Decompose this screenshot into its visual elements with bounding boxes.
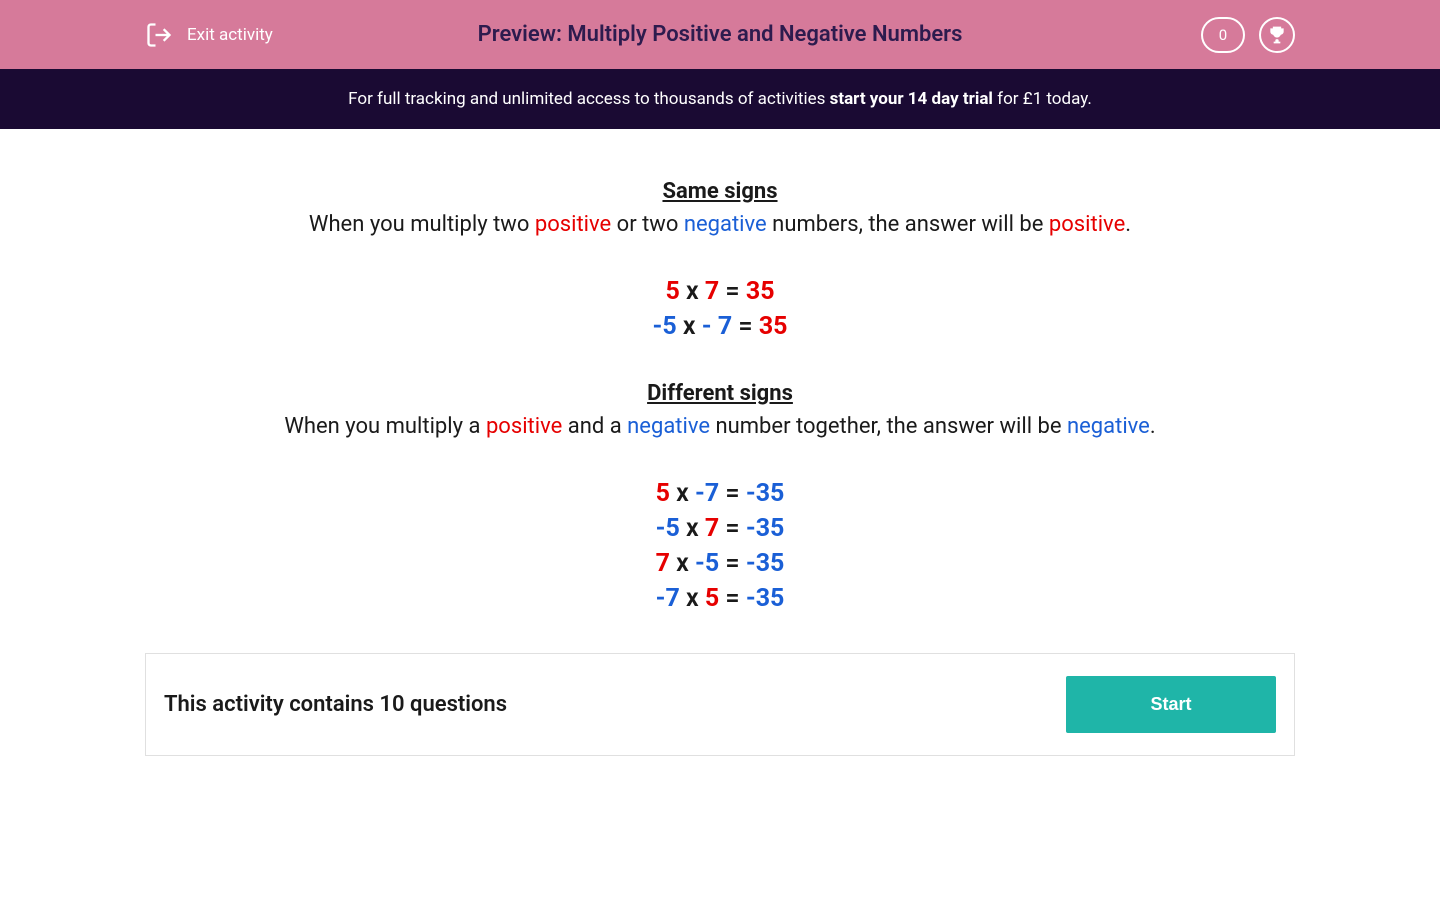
text-part: or two (611, 212, 684, 237)
trophy-badge[interactable] (1259, 17, 1295, 53)
negative-word: negative (627, 414, 710, 439)
operand: 5 (705, 584, 719, 613)
score-badge[interactable]: 0 (1201, 17, 1245, 53)
promo-bold: start your 14 day trial (830, 89, 993, 109)
different-signs-title: Different signs (145, 381, 1295, 406)
page-title: Preview: Multiply Positive and Negative … (478, 22, 963, 47)
negative-word: negative (1067, 414, 1150, 439)
text-part: and a (562, 414, 627, 439)
result: -35 (746, 479, 785, 508)
equation: -5 x - 7 = 35 (145, 312, 1295, 341)
operator: x (680, 277, 705, 306)
equation: -7 x 5 = -35 (145, 584, 1295, 613)
promo-suffix: for £1 today. (993, 89, 1092, 109)
negative-word: negative (684, 212, 767, 237)
activity-bar: This activity contains 10 questions Star… (145, 653, 1295, 756)
operand: -5 (656, 514, 680, 543)
operand: -7 (656, 584, 680, 613)
result: 35 (746, 277, 775, 306)
operand: 7 (705, 277, 719, 306)
equals: = (719, 549, 746, 578)
same-signs-text: When you multiply two positive or two ne… (145, 212, 1295, 237)
positive-word: positive (486, 414, 562, 439)
exit-activity-button[interactable]: Exit activity (145, 21, 273, 49)
positive-word: positive (535, 212, 611, 237)
operand: 5 (656, 479, 670, 508)
exit-activity-label: Exit activity (187, 25, 273, 45)
start-button[interactable]: Start (1066, 676, 1276, 733)
equation: 5 x 7 = 35 (145, 277, 1295, 306)
positive-word: positive (1049, 212, 1125, 237)
text-part: numbers, the answer will be (767, 212, 1049, 237)
same-signs-equations: 5 x 7 = 35-5 x - 7 = 35 (145, 277, 1295, 341)
different-signs-equations: 5 x -7 = -35-5 x 7 = -357 x -5 = -35-7 x… (145, 479, 1295, 613)
operand: 5 (665, 277, 679, 306)
equals: = (719, 514, 746, 543)
content: Same signs When you multiply two positiv… (0, 129, 1440, 756)
header: Exit activity Preview: Multiply Positive… (0, 0, 1440, 69)
score-value: 0 (1219, 26, 1227, 44)
operator: x (677, 312, 702, 341)
result: -35 (746, 584, 785, 613)
operator: x (680, 584, 705, 613)
text-part: When you multiply a (284, 414, 486, 439)
equals: = (719, 584, 746, 613)
header-right: 0 (1201, 17, 1295, 53)
text-part: . (1125, 212, 1131, 237)
equation: -5 x 7 = -35 (145, 514, 1295, 543)
trophy-icon (1267, 25, 1287, 45)
text-part: . (1150, 414, 1156, 439)
different-signs-text: When you multiply a positive and a negat… (145, 414, 1295, 439)
result: -35 (746, 549, 785, 578)
equation: 7 x -5 = -35 (145, 549, 1295, 578)
equals: = (732, 312, 759, 341)
equation: 5 x -7 = -35 (145, 479, 1295, 508)
text-part: When you multiply two (309, 212, 535, 237)
result: -35 (746, 514, 785, 543)
same-signs-title: Same signs (145, 179, 1295, 204)
operand: 7 (705, 514, 719, 543)
operand: -7 (695, 479, 719, 508)
activity-text: This activity contains 10 questions (164, 692, 507, 717)
result: 35 (759, 312, 788, 341)
equals: = (719, 479, 746, 508)
operand: - 7 (702, 312, 732, 341)
text-part: number together, the answer will be (710, 414, 1067, 439)
operand: 7 (656, 549, 670, 578)
operator: x (680, 514, 705, 543)
operator: x (670, 549, 695, 578)
operator: x (670, 479, 695, 508)
operand: -5 (652, 312, 676, 341)
promo-banner[interactable]: For full tracking and unlimited access t… (0, 69, 1440, 129)
equals: = (719, 277, 746, 306)
exit-icon (145, 21, 173, 49)
promo-prefix: For full tracking and unlimited access t… (348, 89, 829, 109)
operand: -5 (695, 549, 719, 578)
